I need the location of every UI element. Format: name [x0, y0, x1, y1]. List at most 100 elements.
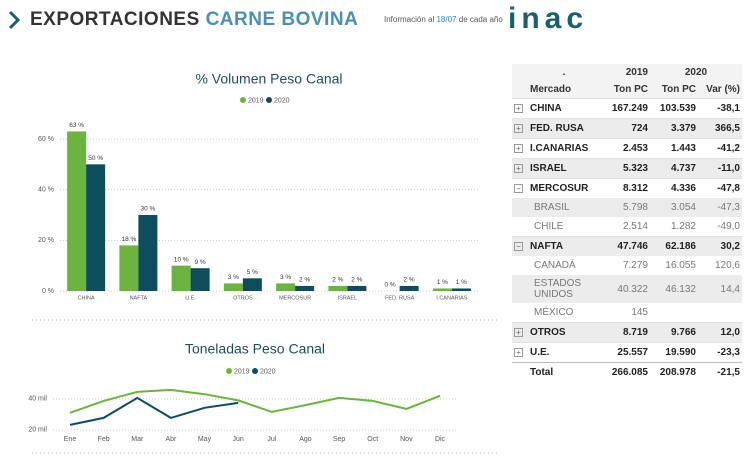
table-cell: BRASIL [528, 198, 600, 217]
chevron-icon [8, 10, 20, 30]
header-cell: Ton PC [600, 81, 650, 99]
info-text: Información al 18/07 de cada año [384, 15, 503, 24]
x-tick-label: Ago [299, 436, 312, 443]
table-cell: 167.249 [600, 98, 650, 119]
x-tick-label: Mar [131, 436, 144, 443]
y-tick-label: 40 % [38, 187, 54, 194]
table-cell: 5.798 [600, 198, 650, 217]
icon-cell [512, 303, 528, 323]
header-row: . 2019 2020 [512, 64, 742, 81]
x-tick-label: Nov [400, 436, 413, 443]
table-cell: 8.719 [600, 322, 650, 343]
expand-icon[interactable]: + [514, 144, 523, 153]
table-cell: 16.055 [665, 260, 696, 271]
expand-icon[interactable]: + [514, 124, 523, 133]
x-tick-label: Abr [165, 436, 177, 443]
expand-icon[interactable]: + [514, 348, 523, 357]
header-cell: . [528, 64, 600, 81]
data-label: 5 % [247, 269, 258, 276]
bar [171, 265, 191, 291]
data-label: 2 % [299, 277, 310, 284]
bar [86, 164, 106, 291]
x-tick-label: OTROS [233, 295, 253, 301]
table-cell: 62.186 [650, 236, 698, 256]
table-row: − MERCOSUR 8.312 4.336 -47,8 [512, 178, 742, 198]
table-row: + I.CANARIAS 2.453 1.443 -41,2 [512, 138, 742, 159]
table-cell: 2.453 [600, 138, 650, 159]
x-tick-label: ISRAEL [338, 295, 358, 301]
table-cell: 120,6 [714, 260, 740, 271]
table-cell: -41,2 [698, 138, 742, 159]
table-row: + FED. RUSA 724 3.379 366,5 [512, 118, 742, 139]
chart-title: % Volumen Peso Canal [195, 71, 342, 87]
x-tick-label: Jul [267, 436, 276, 443]
table-cell: 8.312 [600, 178, 650, 198]
logo: inac [508, 2, 589, 35]
data-label: 0 % [385, 282, 396, 289]
header: EXPORTACIONES CARNE BOVINA Información a… [0, 0, 750, 45]
data-label: 2 % [351, 277, 362, 284]
x-tick-label: May [198, 436, 212, 443]
table-cell: 3.379 [650, 118, 698, 139]
icon-cell [512, 362, 528, 382]
expand-icon[interactable]: + [514, 328, 523, 337]
icon-cell: + [512, 98, 528, 119]
expand-icon[interactable]: + [514, 164, 523, 173]
table-cell: 1.282 [670, 221, 696, 232]
table-cell: 266.085 [600, 362, 650, 382]
table-row: ESTADOS UNIDOS 40.322 46.132 14,4 [512, 275, 742, 303]
legend-label: 2020 [260, 368, 276, 375]
header-cell: Mercado [528, 81, 600, 99]
table-cell: U.E. [528, 342, 600, 363]
table-cell: 724 [600, 118, 650, 139]
table-cell: 19.590 [650, 342, 698, 363]
table-cell: 12,0 [698, 322, 742, 343]
legend-marker [240, 97, 246, 103]
table-cell: -49,0 [717, 221, 740, 232]
legend-label: 2019 [234, 368, 250, 375]
legend-label: 2019 [248, 97, 264, 104]
icon-cell: + [512, 118, 528, 139]
header-cell [512, 81, 528, 99]
table-cell: 46.132 [650, 275, 698, 303]
line [69, 396, 239, 426]
expand-icon[interactable]: − [514, 242, 523, 251]
table-cell: 4.737 [650, 158, 698, 179]
table-cell: 14,4 [698, 275, 742, 303]
data-label: 18 % [121, 236, 136, 243]
bar [119, 245, 139, 291]
chart-title: Toneladas Peso Canal [185, 341, 325, 357]
table-cell: MERCOSUR [528, 178, 600, 198]
table-cell: 5.323 [600, 158, 650, 179]
table-cell: 4.336 [650, 178, 698, 198]
table-row: + CHINA 167.249 103.539 -38,1 [512, 98, 742, 119]
icon-cell: − [512, 178, 528, 198]
bar [242, 278, 262, 291]
table-row: CANADÁ 7.279 16.055 120,6 [512, 256, 742, 275]
x-tick-label: I.CANARIAS [436, 295, 468, 301]
title-part: EXPORTACIONES [30, 9, 200, 30]
expand-icon[interactable]: + [514, 104, 523, 113]
table-cell: 208.978 [650, 362, 698, 382]
table-cell: ISRAEL [528, 158, 600, 179]
data-label: 2 % [332, 277, 343, 284]
data-label: 3 % [280, 274, 291, 281]
icon-cell: − [512, 236, 528, 256]
table-cell: 40.322 [600, 275, 650, 303]
table-cell: 7.279 [622, 260, 648, 271]
table-cell: CHINA [528, 98, 600, 119]
table-cell: -38,1 [698, 98, 742, 119]
legend-label: 2020 [274, 97, 290, 104]
info: Información al [384, 15, 435, 24]
table-cell: 3.054 [650, 198, 698, 217]
expand-icon[interactable]: − [514, 184, 523, 193]
table-cell: NAFTA [528, 236, 600, 256]
table-row: + U.E. 25.557 19.590 -23,3 [512, 342, 742, 363]
table-cell: 47.746 [600, 236, 650, 256]
title-part: CARNE BOVINA [205, 9, 359, 30]
icon-cell: + [512, 138, 528, 159]
bar [347, 285, 367, 291]
x-tick-label: U.E. [185, 295, 196, 301]
table-cell: 103.539 [650, 98, 698, 119]
